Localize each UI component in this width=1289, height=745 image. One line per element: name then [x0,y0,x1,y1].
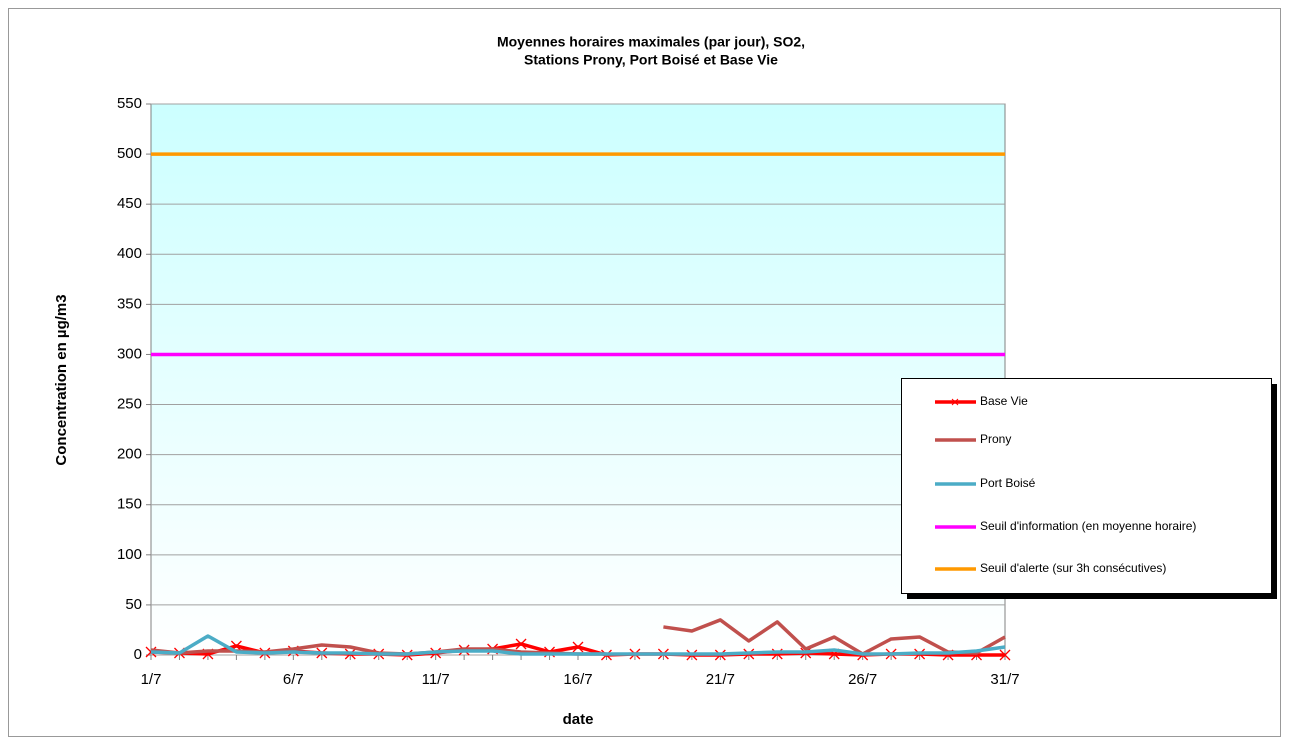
series [145,152,1011,661]
series-line [150,634,1006,656]
x-tick-label: 11/7 [422,671,450,688]
x-tick-label: 26/7 [848,671,877,688]
y-tick-label: 200 [117,446,142,463]
legend-entries: Base Vie Prony Port Boisé Seuil d'informati… [935,394,1196,575]
y-tick-label: 400 [117,245,142,262]
marker [515,638,527,650]
x-tick-label: 6/7 [283,671,304,688]
y-tick-label: 500 [117,145,142,162]
legend [901,378,1272,594]
y-tick-label: 300 [117,345,142,362]
legend-label: Prony [980,432,1011,446]
plot-area [150,103,1006,656]
y-tick-label: 350 [117,295,142,312]
y-axis-title: Concentration en µg/m3 [53,294,70,465]
x-tick-label: 16/7 [563,671,592,688]
chart-title: Moyennes horaires maximales (par jour), … [497,34,805,50]
x-axis-title: date [563,711,594,728]
y-tick-label: 0 [134,646,142,663]
marker [572,641,584,653]
y-tick-label: 150 [117,496,142,513]
legend-marker [951,398,959,406]
legend-label: Base Vie [980,394,1028,408]
y-tick-label: 250 [117,396,142,413]
x-tick-label: 21/7 [706,671,735,688]
marker [999,649,1011,661]
legend-label: Seuil d'information (en moyenne horaire) [980,519,1196,533]
legend-label: Seuil d'alerte (sur 3h consécutives) [980,561,1166,575]
y-tick-label: 450 [117,195,142,212]
x-tick-label: 31/7 [990,671,1019,688]
y-tick-label: 550 [117,95,142,112]
chart-title: Stations Prony, Port Boisé et Base Vie [524,52,778,68]
y-tick-label: 100 [117,546,142,563]
legend-label: Port Boisé [980,476,1036,490]
x-tick-label: 1/7 [141,671,162,688]
y-tick-label: 50 [125,596,142,613]
